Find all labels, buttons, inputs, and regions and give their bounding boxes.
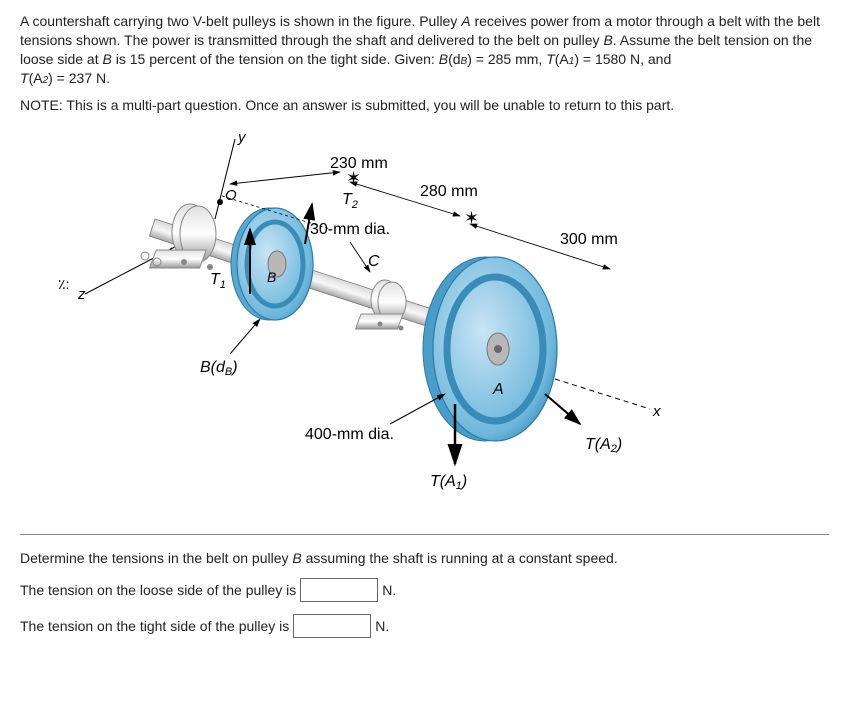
question-prompt: Determine the tensions in the belt on pu… <box>20 550 829 566</box>
note-text: NOTE: This is a multi-part question. Onc… <box>20 96 829 115</box>
y-axis-label: y <box>237 129 247 146</box>
origin-label: O <box>225 187 237 204</box>
bdb-b: B <box>439 51 448 67</box>
eq: = <box>472 51 488 67</box>
dim-280: 280 mm <box>420 183 478 200</box>
svg-text:✶: ✶ <box>346 168 361 188</box>
ta1-label: T(A1) <box>430 473 467 492</box>
ta1-val: 1580 N, and <box>595 51 671 67</box>
ta2-T: T <box>20 70 29 86</box>
ta1-T: T <box>546 51 555 67</box>
question-section: Determine the tensions in the belt on pu… <box>20 534 829 638</box>
unit-n: N. <box>382 582 396 598</box>
q-pulley-b: B <box>292 550 301 566</box>
c-label: C <box>368 253 380 270</box>
pulley-b-label: B <box>267 269 276 285</box>
dim-400dia: 400-mm dia. <box>305 426 394 443</box>
unit-n: N. <box>375 618 389 634</box>
eq: = <box>579 51 595 67</box>
pulley-a: A <box>461 13 470 29</box>
dim-300: 300 mm <box>560 231 618 248</box>
pulley-a-label: A <box>492 381 504 398</box>
problem-statement: A countershaft carrying two V-belt pulle… <box>20 12 829 88</box>
bdb-val: 285 mm, <box>488 51 546 67</box>
z-axis-label: z <box>77 286 86 303</box>
tight-side-label: The tension on the tight side of the pul… <box>20 618 289 634</box>
loose-side-label: The tension on the loose side of the pul… <box>20 582 296 598</box>
qtxt: Determine the tensions in the belt on pu… <box>20 550 292 566</box>
svg-text:✶: ✶ <box>464 208 479 228</box>
dim-30dia: 30-mm dia. <box>310 221 390 238</box>
x-axis-label: x <box>652 403 661 420</box>
ta2-label: T(A2) <box>585 436 622 455</box>
txt: is 15 percent of the tension on the tigh… <box>112 51 439 67</box>
t2-label: T2 <box>342 191 358 211</box>
b-db-label: B(dB) <box>200 359 238 378</box>
pulley-b2: B <box>103 51 112 67</box>
figure: z ٪: y O B <box>50 124 690 504</box>
eq: = <box>53 70 69 86</box>
qtxt-end: assuming the shaft is running at a const… <box>302 550 618 566</box>
tight-tension-input[interactable] <box>293 614 371 638</box>
ta1-open: (A <box>555 51 569 67</box>
loose-tension-input[interactable] <box>300 578 378 602</box>
pulley-b: B <box>603 32 612 48</box>
ta2-val: 237 N. <box>69 70 110 86</box>
t1-label: T1 <box>210 271 226 291</box>
ta2-open: (A <box>29 70 43 86</box>
yz-symbol: ٪: <box>58 276 69 292</box>
txt: A countershaft carrying two V-belt pulle… <box>20 13 461 29</box>
bdb-open: (d <box>448 51 460 67</box>
